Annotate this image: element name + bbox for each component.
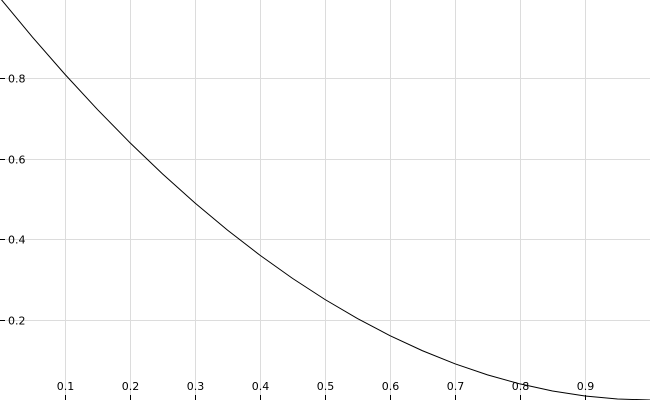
x-tick-label: 0.5 [317, 380, 335, 393]
x-tick-label: 0.6 [382, 380, 400, 393]
x-tick-label: 0.4 [252, 380, 270, 393]
x-tick-label: 0.3 [187, 380, 205, 393]
x-tick-label: 0.7 [447, 380, 465, 393]
x-tick-label: 0.2 [122, 380, 140, 393]
x-tick-label: 0.1 [57, 380, 75, 393]
y-tick-label: 0.4 [8, 234, 26, 247]
axes: 0.1 0.2 0.3 0.4 0.5 0.6 0.7 0.8 0.9 0.2 0.4 0.6 0.8 [0, 73, 594, 400]
x-tick-label: 0.8 [512, 380, 530, 393]
y-tick-label: 0.6 [8, 154, 26, 167]
x-tick-label: 0.9 [577, 380, 595, 393]
y-tick-label: 0.2 [8, 315, 26, 328]
y-tick-label: 0.8 [8, 73, 26, 86]
